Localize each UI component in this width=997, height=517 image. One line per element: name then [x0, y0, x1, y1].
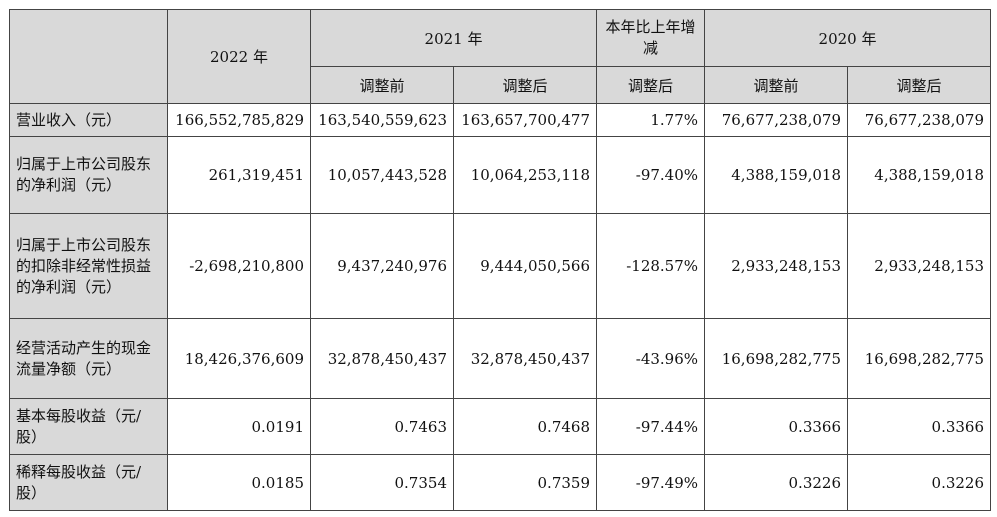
header-2020-before: 调整前	[704, 66, 849, 104]
header-year-2021: 2021 年	[309, 9, 598, 67]
value-cell: 261,319,451	[167, 136, 311, 214]
table-row-revenue: 营业收入（元） 166,552,785,829 163,540,559,623 …	[9, 103, 992, 137]
table-row-net-profit-excl-nonrecurring: 归属于上市公司股东的扣除非经常性损益的净利润（元） -2,698,210,800…	[9, 213, 992, 319]
value-cell: 18,426,376,609	[167, 318, 311, 399]
value-cell: 4,388,159,018	[847, 136, 992, 214]
financial-summary-table: 2022 年 2021 年 本年比上年增减 2020 年 调整前 调整后 调整后…	[9, 9, 992, 511]
row-label: 归属于上市公司股东的扣除非经常性损益的净利润（元）	[9, 213, 168, 319]
header-yoy-after: 调整后	[596, 66, 706, 104]
value-cell: 163,540,559,623	[310, 103, 454, 137]
value-cell: 0.0191	[167, 398, 311, 455]
value-cell: 0.3366	[847, 398, 992, 455]
row-label: 营业收入（元）	[9, 103, 168, 137]
table-row-operating-cash-flow: 经营活动产生的现金流量净额（元） 18,426,376,609 32,878,4…	[9, 318, 992, 399]
value-cell: 32,878,450,437	[452, 318, 598, 399]
table-row-diluted-eps: 稀释每股收益（元/股） 0.0185 0.7354 0.7359 -97.49%…	[9, 454, 992, 511]
value-cell: 9,444,050,566	[452, 213, 598, 319]
value-cell: -128.57%	[596, 213, 706, 319]
value-cell: 4,388,159,018	[704, 136, 849, 214]
header-year-2020: 2020 年	[704, 9, 992, 67]
header-yoy-change: 本年比上年增减	[596, 9, 706, 67]
value-cell: -97.49%	[596, 454, 706, 511]
value-cell: 76,677,238,079	[704, 103, 849, 137]
value-cell: 1.77%	[596, 103, 706, 137]
value-cell: 2,933,248,153	[704, 213, 849, 319]
row-label: 基本每股收益（元/股）	[9, 398, 168, 455]
value-cell: 2,933,248,153	[847, 213, 992, 319]
table-row-basic-eps: 基本每股收益（元/股） 0.0191 0.7463 0.7468 -97.44%…	[9, 398, 992, 455]
row-label: 经营活动产生的现金流量净额（元）	[9, 318, 168, 399]
header-2020-after: 调整后	[847, 66, 992, 104]
value-cell: 166,552,785,829	[167, 103, 311, 137]
value-cell: 0.7359	[452, 454, 598, 511]
value-cell: -43.96%	[596, 318, 706, 399]
value-cell: 0.7468	[452, 398, 598, 455]
value-cell: 10,064,253,118	[452, 136, 598, 214]
value-cell: 76,677,238,079	[847, 103, 992, 137]
header-2021-after: 调整后	[452, 66, 598, 104]
value-cell: 10,057,443,528	[310, 136, 454, 214]
value-cell: 0.7354	[310, 454, 454, 511]
value-cell: -2,698,210,800	[167, 213, 311, 319]
value-cell: 16,698,282,775	[847, 318, 992, 399]
value-cell: 0.3366	[704, 398, 849, 455]
value-cell: 0.7463	[310, 398, 454, 455]
value-cell: 9,437,240,976	[310, 213, 454, 319]
table-row-net-profit: 归属于上市公司股东的净利润（元） 261,319,451 10,057,443,…	[9, 136, 992, 214]
header-2021-before: 调整前	[310, 66, 454, 104]
header-year-2022: 2022 年	[167, 9, 311, 104]
value-cell: -97.40%	[596, 136, 706, 214]
value-cell: 16,698,282,775	[704, 318, 849, 399]
value-cell: -97.44%	[596, 398, 706, 455]
row-label: 稀释每股收益（元/股）	[9, 454, 168, 511]
row-label: 归属于上市公司股东的净利润（元）	[9, 136, 168, 214]
value-cell: 163,657,700,477	[452, 103, 598, 137]
value-cell: 0.3226	[847, 454, 992, 511]
value-cell: 32,878,450,437	[310, 318, 454, 399]
value-cell: 0.3226	[704, 454, 849, 511]
value-cell: 0.0185	[167, 454, 311, 511]
header-corner-cell	[9, 9, 168, 104]
